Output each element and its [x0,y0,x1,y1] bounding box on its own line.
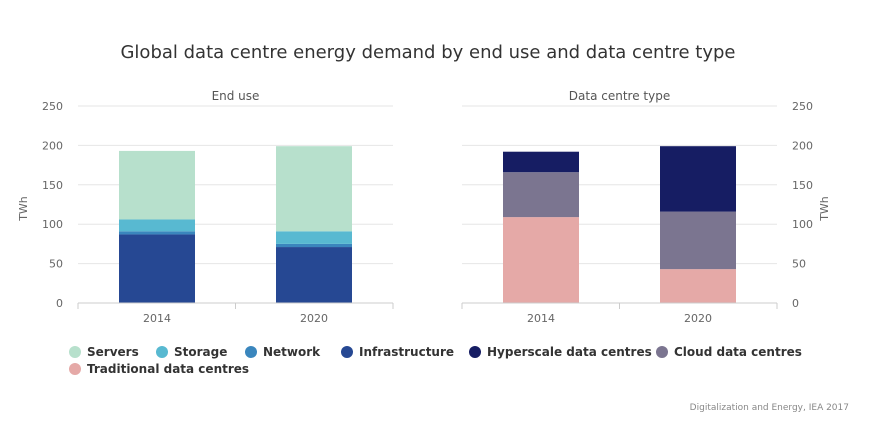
legend-swatch [69,346,81,358]
legend-label: Cloud data centres [674,345,802,359]
bar-segment-hyperscale-data-centres [660,146,736,212]
legend-label: Servers [87,345,139,359]
legend: Servers Storage Network Infrastructure Hyper… [69,345,802,376]
chart-title: Global data centre energy demand by end … [120,42,735,63]
legend-swatch [656,346,668,358]
bar-segment-servers [276,146,352,232]
y-tick-label: 250 [792,100,813,113]
legend-item: Network [245,345,321,359]
panel-title: End use [212,89,260,103]
y-tick-label: 50 [49,258,63,271]
bar-segment-cloud-data-centres [503,172,579,218]
legend-swatch [341,346,353,358]
legend-label: Hyperscale data centres [487,345,652,359]
bar-segment-network [276,243,352,248]
x-tick-label: 2014 [143,312,171,325]
legend-item: Hyperscale data centres [469,345,652,359]
legend-label: Storage [174,345,227,359]
y-tick-label: 50 [792,258,806,271]
bar-segment-traditional-data-centres [660,269,736,303]
legend-swatch [69,363,81,375]
bar-segment-network [119,231,195,235]
bar-segment-servers [119,150,195,220]
legend-label: Traditional data centres [87,362,249,376]
x-tick-label: 2020 [684,312,712,325]
legend-swatch [245,346,257,358]
bar-segment-storage [276,231,352,244]
y-axis-label: TWh [17,196,30,222]
legend-item: Servers [69,345,139,359]
legend-item: Traditional data centres [69,362,249,376]
source-note: Digitalization and Energy, IEA 2017 [690,403,849,413]
y-tick-label: 0 [56,297,63,310]
x-tick-label: 2014 [527,312,555,325]
panel-1: End use 0 50 100 150 200 250 TWh 2014 2020 [17,89,394,325]
legend-label: Infrastructure [359,345,454,359]
y-tick-label: 250 [42,100,63,113]
y-tick-label: 150 [792,179,813,192]
panel-2: Data centre type 0 50 100 150 200 250 TWh 2014 20… [461,89,831,325]
legend-label: Network [263,345,321,359]
legend-swatch [156,346,168,358]
y-tick-label: 100 [42,218,63,231]
y-axis-label: TWh [818,196,831,222]
panel-title: Data centre type [569,89,670,103]
y-tick-label: 150 [42,179,63,192]
legend-item: Infrastructure [341,345,454,359]
bar-segment-traditional-data-centres [503,217,579,303]
bar-segment-hyperscale-data-centres [503,151,579,173]
y-tick-label: 0 [792,297,799,310]
bar-segment-infrastructure [119,234,195,303]
y-tick-label: 200 [792,139,813,152]
bar-segment-storage [119,219,195,232]
x-tick-label: 2020 [300,312,328,325]
y-tick-label: 200 [42,139,63,152]
legend-swatch [469,346,481,358]
y-tick-label: 100 [792,218,813,231]
bar-segment-infrastructure [276,247,352,303]
bar-segment-cloud-data-centres [660,211,736,270]
legend-item: Cloud data centres [656,345,802,359]
legend-item: Storage [156,345,227,359]
